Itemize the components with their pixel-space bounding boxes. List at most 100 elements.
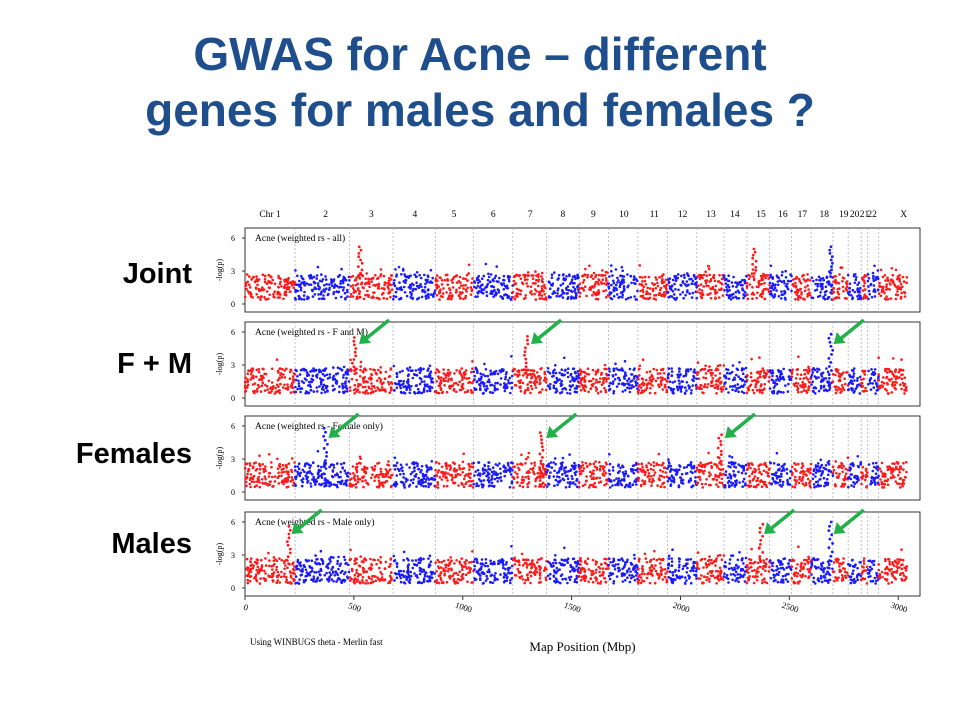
snp-point (545, 470, 548, 474)
snp-point (750, 462, 753, 465)
snp-point (412, 466, 416, 470)
snp-point (336, 485, 339, 489)
snp-point (831, 372, 835, 376)
snp-point (382, 287, 386, 290)
snp-point (335, 380, 339, 383)
snp-point (448, 371, 452, 374)
snp-point (538, 485, 541, 488)
snp-point (268, 480, 272, 484)
snp-point (802, 377, 806, 380)
snp-point (438, 290, 442, 294)
snp-point (403, 273, 406, 276)
snp-point (245, 287, 248, 291)
snp-point (408, 391, 412, 395)
snp-point (482, 274, 486, 278)
snp-point (700, 296, 704, 300)
snp-point (771, 374, 774, 378)
snp-point (521, 463, 524, 466)
snp-point (849, 375, 853, 379)
snp-point (591, 294, 594, 297)
snp-point (431, 377, 434, 380)
snp-point (544, 381, 548, 384)
peak-point (830, 268, 833, 272)
snp-point (867, 369, 870, 373)
snp-point (698, 288, 701, 291)
snp-point (440, 478, 444, 481)
snp-point (820, 287, 824, 291)
snp-point (317, 284, 320, 288)
snp-point (273, 392, 277, 395)
snp-point (392, 364, 396, 368)
snp-point (771, 284, 774, 288)
snp-point (596, 370, 599, 374)
snp-point (560, 379, 563, 383)
snp-point (390, 278, 393, 281)
snp-point (861, 385, 865, 388)
snp-point (485, 294, 489, 298)
snp-point (656, 372, 660, 375)
snp-point (447, 368, 450, 372)
snp-point (841, 285, 845, 289)
snp-point (652, 474, 656, 477)
snp-point (465, 377, 469, 380)
snp-point (899, 369, 902, 372)
snp-point (526, 373, 530, 376)
snp-point (811, 389, 815, 393)
snp-point (801, 380, 804, 384)
panel-title: Acne (weighted rs - all) (255, 233, 345, 244)
snp-point (646, 297, 649, 300)
snp-point (644, 283, 648, 286)
snp-point (279, 382, 282, 386)
chromosome-label: 9 (591, 210, 596, 220)
snp-point (489, 292, 492, 295)
snp-point (294, 390, 298, 394)
snp-point (805, 376, 808, 379)
snp-point (263, 274, 267, 278)
snp-point (574, 296, 578, 300)
snp-point (831, 380, 835, 383)
snp-point (450, 384, 454, 388)
snp-point (556, 292, 559, 295)
snp-point (854, 278, 858, 282)
snp-point (312, 275, 316, 279)
snp-point (538, 381, 542, 384)
snp-point (682, 466, 686, 470)
snp-point (679, 387, 683, 391)
snp-point (264, 298, 267, 301)
snp-point (743, 484, 747, 487)
snp-point (589, 275, 593, 279)
snp-point (893, 375, 896, 378)
snp-point (603, 465, 606, 469)
snp-point (435, 380, 438, 383)
snp-point (857, 281, 861, 285)
snp-point (587, 390, 590, 394)
snp-point (786, 287, 790, 291)
snp-point (309, 380, 312, 384)
snp-point (411, 481, 415, 485)
snp-point (581, 461, 584, 464)
snp-point (695, 466, 699, 470)
snp-point (650, 484, 653, 487)
snp-point (849, 379, 853, 382)
snp-point (328, 283, 331, 286)
snp-point (608, 291, 612, 294)
snp-point (644, 378, 648, 382)
snp-point (255, 293, 258, 296)
snp-point (806, 477, 810, 481)
snp-point (465, 273, 469, 277)
snp-point (479, 388, 482, 392)
snp-point (270, 381, 274, 384)
snp-point (624, 374, 628, 377)
snp-point (247, 369, 250, 373)
snp-point (316, 472, 320, 476)
snp-point (379, 273, 383, 276)
snp-point (541, 481, 545, 485)
snp-point (604, 461, 608, 465)
peak-point (831, 348, 835, 352)
snp-point (512, 486, 515, 489)
snp-point (349, 285, 353, 288)
snp-point (290, 457, 294, 460)
snp-point (331, 475, 335, 479)
snp-point (279, 373, 282, 377)
snp-point (382, 296, 386, 300)
